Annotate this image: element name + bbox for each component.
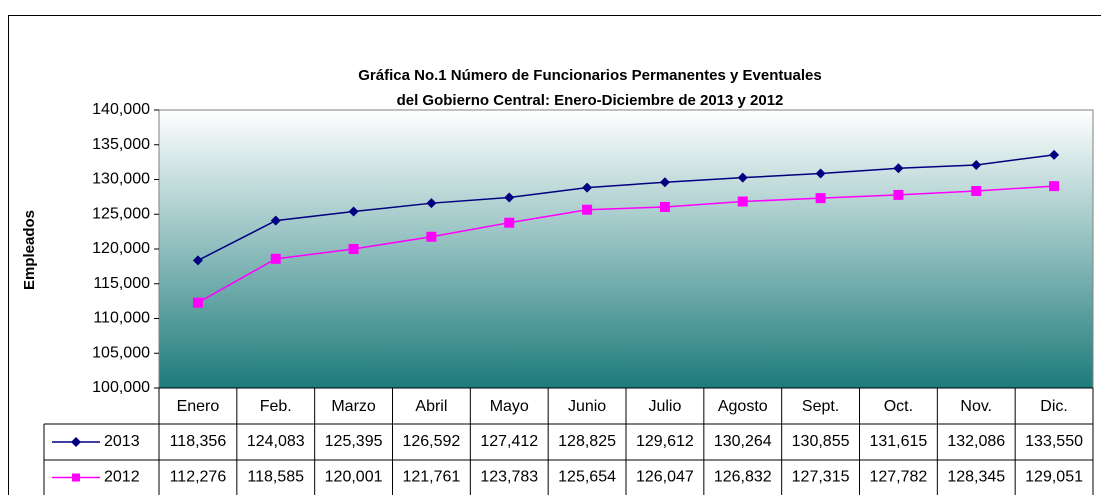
table-value: 128,825 — [558, 433, 616, 450]
x-tick-label: Mayo — [490, 398, 529, 415]
marker — [270, 215, 281, 226]
marker — [971, 186, 982, 197]
marker — [737, 172, 748, 183]
marker — [192, 297, 203, 308]
table-value: 120,001 — [325, 469, 383, 486]
table-value: 127,412 — [480, 433, 538, 450]
x-tick-label: Nov. — [960, 398, 992, 415]
table-value: 126,832 — [714, 469, 772, 486]
legend-label: 2012 — [104, 469, 140, 486]
marker — [426, 198, 437, 209]
table-value: 126,047 — [636, 469, 694, 486]
table-value: 127,782 — [869, 469, 927, 486]
table-value: 128,345 — [947, 469, 1005, 486]
marker — [426, 231, 437, 242]
table-value: 123,783 — [480, 469, 538, 486]
table-value: 132,086 — [947, 433, 1005, 450]
y-tick-label: 115,000 — [93, 275, 150, 292]
chart-subtitle: del Gobierno Central: Enero-Diciembre de… — [397, 92, 784, 109]
marker — [815, 168, 826, 179]
table-value: 121,761 — [402, 469, 460, 486]
marker — [893, 163, 904, 174]
marker — [659, 201, 670, 212]
y-tick-label: 105,000 — [92, 344, 150, 361]
marker — [893, 189, 904, 200]
marker — [1049, 149, 1060, 160]
marker — [348, 243, 359, 254]
marker — [1049, 181, 1060, 192]
x-tick-label: Marzo — [331, 398, 376, 415]
x-tick-label: Feb. — [260, 398, 292, 415]
series-line — [197, 185, 1055, 304]
y-tick-label: 130,000 — [92, 171, 150, 188]
marker — [659, 177, 670, 188]
table-value: 130,264 — [714, 433, 772, 450]
y-tick-label: 125,000 — [92, 205, 150, 222]
table-value: 125,654 — [558, 469, 616, 486]
table-value: 125,395 — [325, 433, 383, 450]
marker — [582, 204, 593, 215]
marker — [504, 217, 515, 228]
marker — [504, 192, 515, 203]
x-tick-label: Junio — [568, 398, 606, 415]
y-tick-label: 100,000 — [92, 379, 150, 396]
table-value: 129,051 — [1025, 469, 1083, 486]
table-value: 127,315 — [792, 469, 850, 486]
legend-label: 2013 — [104, 433, 140, 450]
y-axis-label: Empleados — [21, 210, 38, 290]
table-value: 130,855 — [792, 433, 850, 450]
y-tick-label: 135,000 — [92, 136, 150, 153]
marker — [582, 182, 593, 193]
x-tick-label: Enero — [177, 398, 220, 415]
marker — [270, 253, 281, 264]
table-value: 126,592 — [402, 433, 460, 450]
x-tick-label: Sept. — [802, 398, 839, 415]
legend-marker — [72, 473, 80, 482]
legend-marker — [71, 437, 81, 447]
x-tick-label: Agosto — [718, 398, 768, 415]
table-value: 133,550 — [1025, 433, 1083, 450]
marker — [737, 196, 748, 207]
table-value: 124,083 — [247, 433, 305, 450]
table-value: 131,615 — [869, 433, 927, 450]
x-tick-label: Julio — [648, 398, 681, 415]
marker — [815, 193, 826, 204]
x-tick-label: Abril — [415, 398, 447, 415]
y-tick-label: 110,000 — [93, 310, 150, 327]
y-tick-label: 120,000 — [92, 240, 150, 257]
x-tick-label: Dic. — [1040, 398, 1068, 415]
series-line — [197, 154, 1055, 262]
chart-title: Gráfica No.1 Número de Funcionarios Perm… — [358, 67, 821, 84]
table-value: 112,276 — [170, 469, 227, 486]
table-value: 118,356 — [170, 433, 227, 450]
plot-area — [158, 109, 1094, 389]
marker — [192, 255, 203, 266]
marker — [971, 160, 982, 171]
table-value: 129,612 — [636, 433, 694, 450]
y-tick-label: 140,000 — [92, 101, 150, 118]
marker — [348, 206, 359, 217]
x-tick-label: Oct. — [884, 398, 913, 415]
table-value: 118,585 — [247, 469, 304, 486]
